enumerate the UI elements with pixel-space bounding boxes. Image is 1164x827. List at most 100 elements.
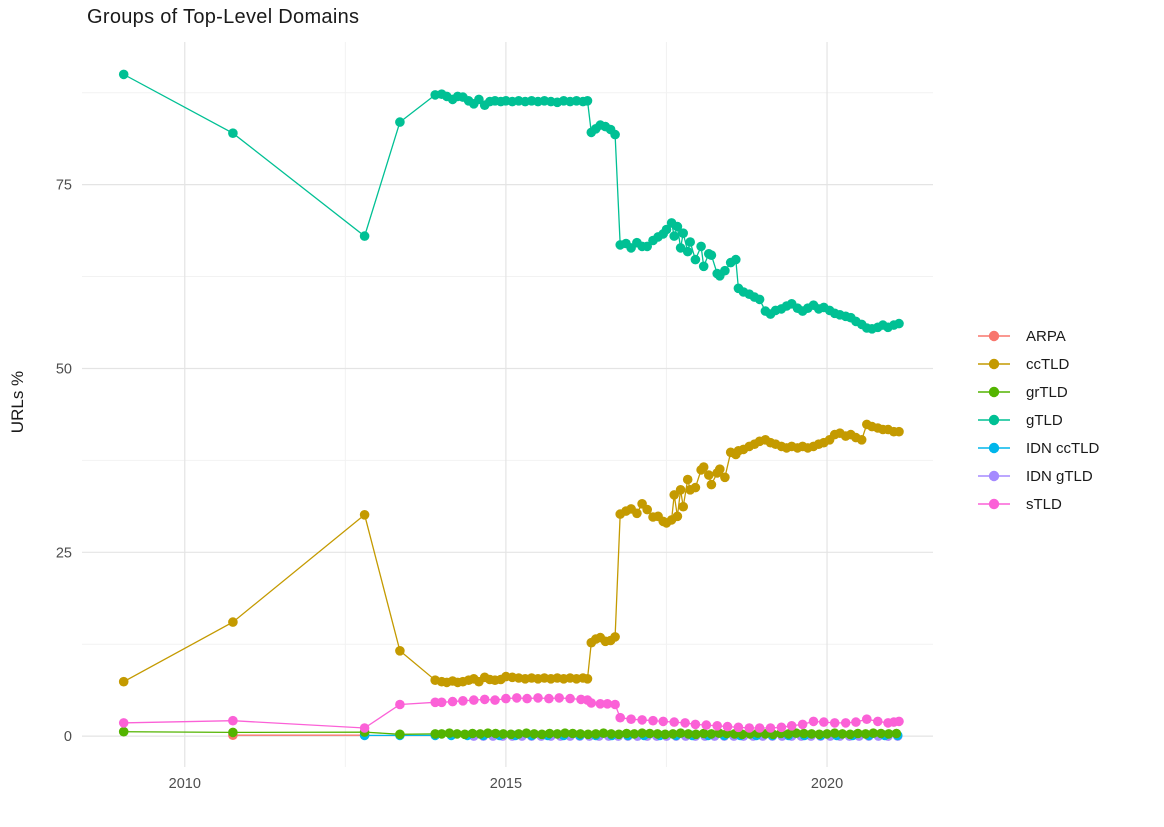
data-point (754, 723, 765, 733)
data-point (722, 721, 733, 732)
y-tick-label: 0 (64, 729, 72, 745)
data-point (894, 426, 904, 437)
data-point (706, 479, 717, 490)
data-point (783, 729, 794, 739)
data-point (567, 728, 578, 739)
data-point (554, 693, 564, 703)
data-point (669, 490, 679, 500)
data-point (444, 728, 455, 738)
data-point (690, 719, 701, 730)
data-point (606, 729, 616, 739)
data-point (669, 231, 679, 241)
data-point (460, 729, 470, 740)
data-point (533, 693, 543, 703)
data-point (791, 728, 801, 738)
data-point (395, 699, 405, 710)
data-point (490, 695, 500, 705)
data-point (475, 729, 486, 739)
data-point (808, 716, 819, 727)
legend-label: IDN gTLD (1026, 467, 1093, 485)
data-point (712, 721, 722, 731)
data-point (698, 261, 709, 272)
data-point (498, 729, 509, 739)
data-point (521, 728, 532, 738)
data-point (458, 696, 468, 706)
data-point (645, 728, 655, 739)
data-point (829, 718, 840, 728)
data-point (228, 617, 238, 627)
data-point (359, 723, 370, 733)
data-point (637, 728, 647, 738)
data-point (706, 729, 717, 739)
data-point (642, 241, 652, 252)
legend-item-grtld: grTLD (978, 378, 1099, 406)
legend-key-dot (988, 498, 1000, 510)
data-point (786, 721, 797, 731)
data-point (575, 729, 586, 739)
data-point (565, 693, 575, 704)
data-point (868, 728, 879, 738)
legend-key-icon (978, 414, 1010, 426)
data-point (853, 728, 863, 739)
x-tick-label: 2020 (811, 776, 843, 792)
data-point (690, 254, 701, 265)
data-point (814, 729, 825, 740)
legend-key-dot (988, 470, 1000, 482)
data-point (883, 729, 894, 739)
data-point (395, 646, 405, 656)
data-point (629, 729, 640, 739)
data-point (359, 510, 370, 520)
data-point (675, 485, 686, 495)
data-point (506, 729, 516, 740)
data-point (544, 693, 554, 704)
data-point (845, 729, 855, 740)
legend-item-idn-gtld: IDN gTLD (978, 462, 1099, 490)
legend-key-dot (988, 386, 1000, 398)
data-point (840, 718, 851, 728)
data-point (359, 231, 370, 241)
data-point (621, 728, 632, 739)
data-point (682, 474, 693, 485)
data-point (626, 714, 636, 724)
data-point (544, 728, 555, 739)
data-point (582, 674, 593, 684)
x-tick-label: 2015 (490, 776, 522, 792)
data-point (698, 728, 709, 739)
data-point (714, 728, 724, 738)
data-point (118, 718, 129, 728)
data-point (704, 470, 714, 480)
data-point (873, 716, 883, 727)
data-point (731, 254, 741, 265)
legend-label: ccTLD (1026, 355, 1070, 373)
data-point (660, 729, 670, 740)
data-point (595, 699, 606, 709)
y-tick-label: 25 (56, 545, 72, 561)
data-point (118, 676, 129, 687)
data-point (395, 729, 405, 740)
data-point (483, 728, 493, 738)
legend-item-stld: sTLD (978, 490, 1099, 518)
data-point (602, 699, 613, 709)
data-point (669, 717, 679, 727)
data-point (586, 698, 597, 708)
legend-label: IDN ccTLD (1026, 439, 1100, 457)
data-point (610, 129, 620, 140)
data-point (582, 96, 593, 106)
series-line-gtld (123, 73, 900, 330)
data-point (652, 729, 663, 739)
data-point (490, 728, 501, 739)
data-point (467, 728, 478, 739)
legend-item-arpa: ARPA (978, 322, 1099, 350)
data-point (776, 722, 787, 733)
data-point (537, 729, 547, 740)
data-point (706, 250, 717, 260)
legend-key-icon (978, 442, 1010, 454)
y-tick-label: 50 (56, 361, 72, 377)
legend-label: ARPA (1026, 327, 1066, 345)
legend-key-dot (988, 414, 1000, 426)
data-point (513, 729, 524, 739)
data-point (529, 729, 539, 739)
data-point (610, 699, 620, 710)
legend-label: gTLD (1026, 411, 1063, 429)
data-point (737, 729, 747, 740)
